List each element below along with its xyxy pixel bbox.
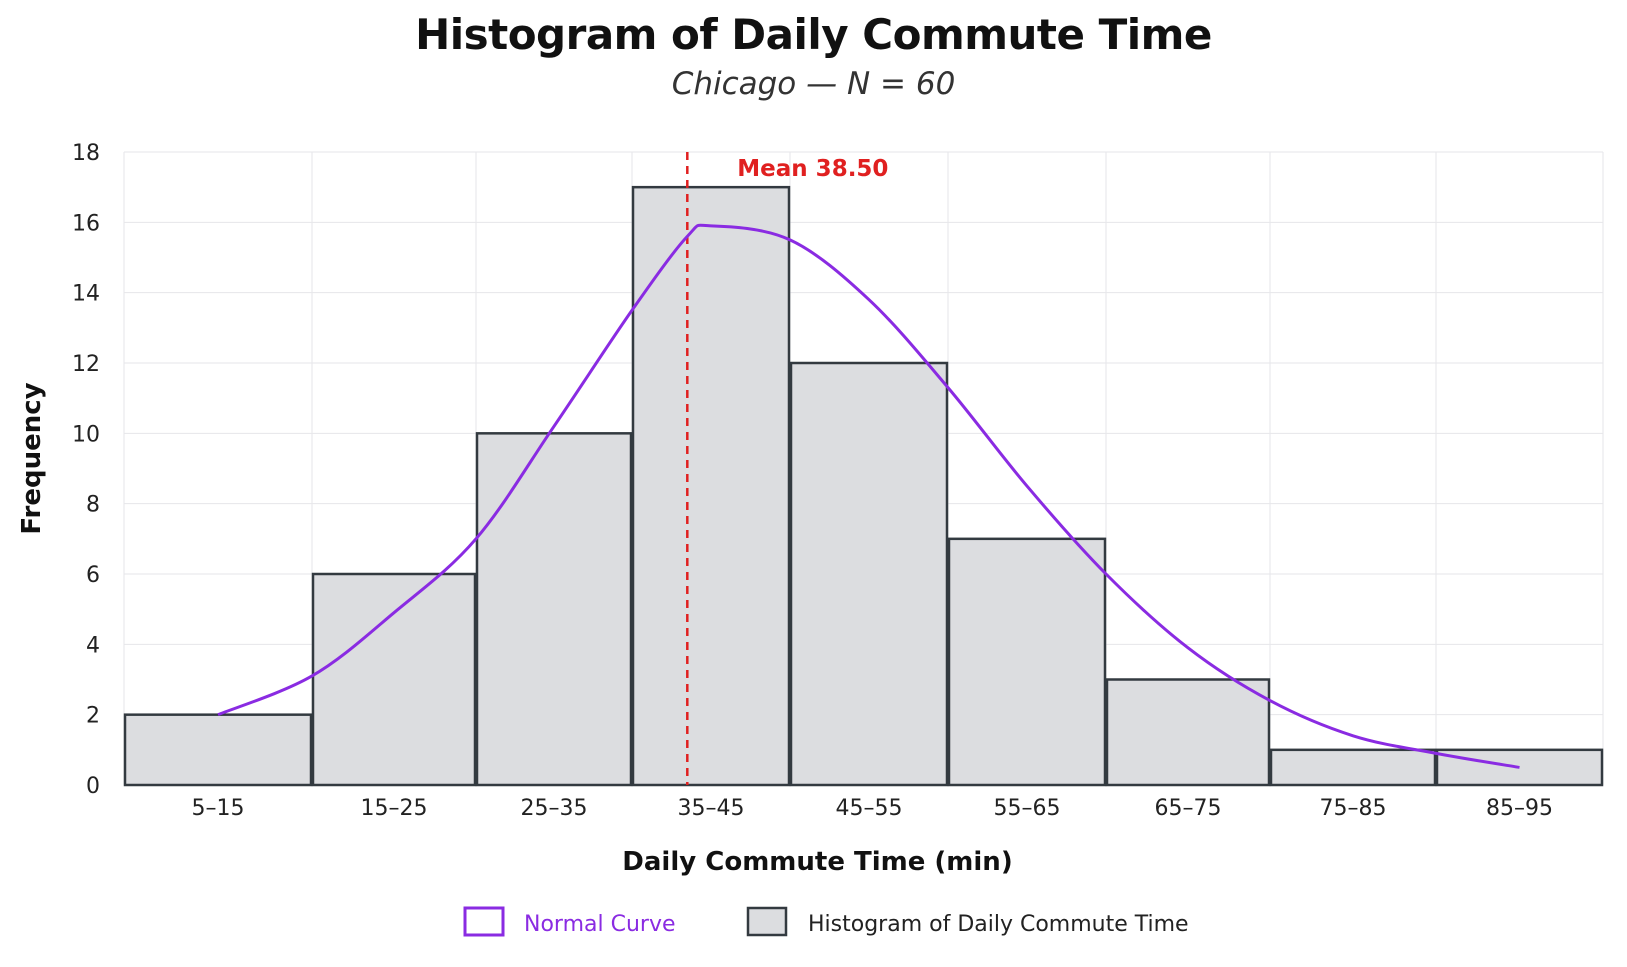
y-tick-label: 12 [72, 352, 100, 377]
legend-label-normal-curve: Normal Curve [524, 912, 676, 937]
x-tick-label: 45–55 [836, 796, 903, 821]
x-tick-label: 85–95 [1486, 796, 1553, 821]
histogram-bar [947, 537, 1107, 787]
axis-layer: 0 2 4 6 8 10 12 14 16 18 5–15 15–25 25–35 35–45 45–55 5… [17, 141, 1553, 877]
y-tick-label: 4 [86, 633, 100, 658]
x-tick-label: 15–25 [361, 796, 428, 821]
x-axis-title: Daily Commute Time (min) [622, 847, 1012, 877]
legend: Normal Curve Histogram of Daily Commute T… [463, 906, 1189, 937]
y-tick-label: 0 [86, 774, 100, 799]
chart-title: Histogram of Daily Commute Time [415, 10, 1212, 59]
legend-swatch-normal-curve [463, 906, 505, 937]
histogram-bar [311, 572, 477, 787]
y-axis-title: Frequency [17, 382, 47, 534]
x-tick-label: 5–15 [192, 796, 245, 821]
histogram-bars [123, 185, 1604, 787]
histogram-bar [1269, 748, 1437, 787]
y-tick-label: 14 [72, 282, 100, 307]
x-tick-label: 75–85 [1320, 796, 1387, 821]
y-tick-label: 8 [86, 493, 100, 518]
histogram-bar [1435, 748, 1604, 787]
mean-label: Mean 38.50 [737, 156, 888, 182]
mean-marker: Mean 38.50 [686, 152, 888, 785]
histogram-bar [631, 185, 791, 787]
x-tick-label: 25–35 [521, 796, 588, 821]
histogram-bar [1105, 678, 1271, 787]
histogram-bar [789, 361, 949, 787]
histogram-bar [123, 713, 313, 787]
x-tick-label: 35–45 [678, 796, 745, 821]
y-tick-label: 18 [72, 141, 100, 166]
histogram-bar [475, 432, 633, 787]
y-tick-label: 10 [72, 422, 100, 447]
y-tick-label: 2 [86, 704, 100, 729]
normal-curve [217, 223, 1520, 769]
legend-label-histogram: Histogram of Daily Commute Time [808, 912, 1189, 937]
normal-curve-layer [217, 223, 1520, 769]
y-tick-label: 16 [72, 211, 100, 236]
x-tick-label: 55–65 [994, 796, 1061, 821]
y-tick-label: 6 [86, 563, 100, 588]
legend-swatch-histogram [746, 906, 788, 937]
chart-subtitle: Chicago — N = 60 [671, 66, 956, 102]
x-tick-label: 65–75 [1155, 796, 1222, 821]
